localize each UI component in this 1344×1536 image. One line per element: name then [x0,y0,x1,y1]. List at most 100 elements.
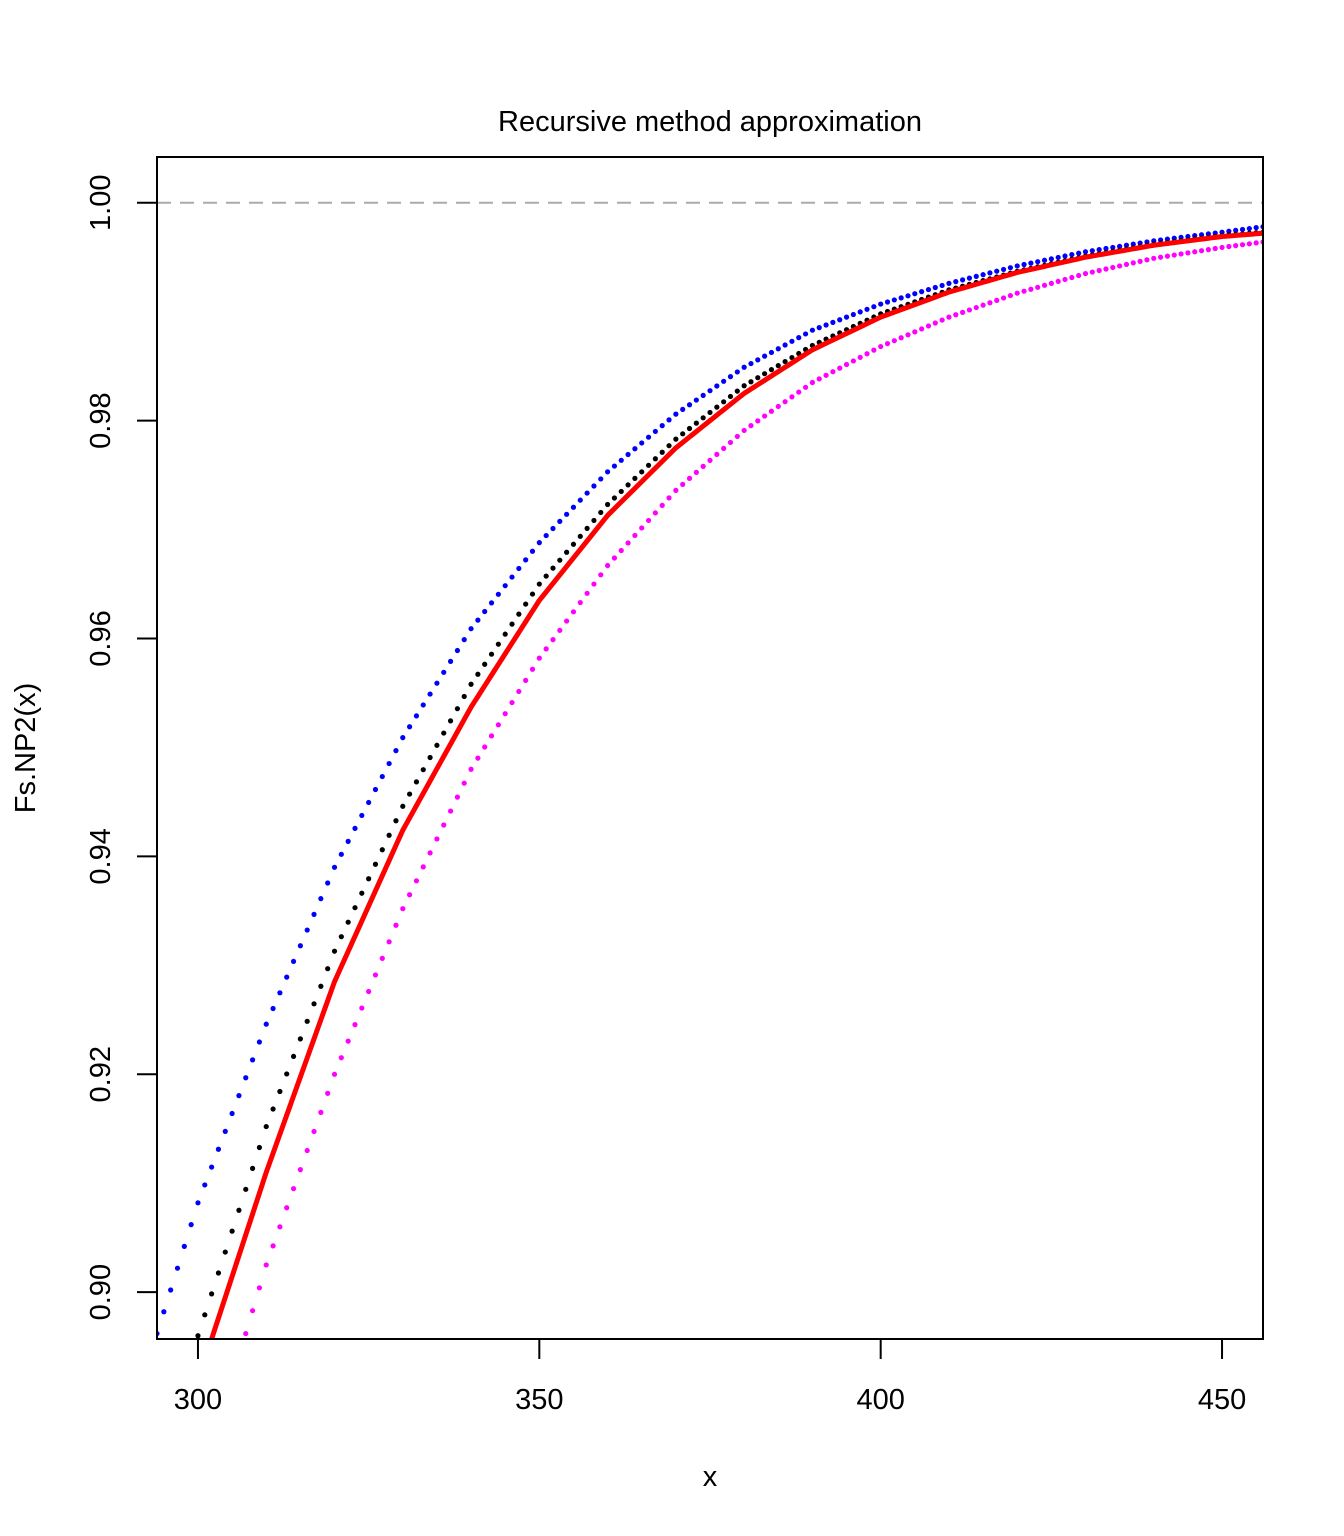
series-0-point [953,279,959,285]
series-0-point [693,397,699,403]
series-0-point [762,353,768,359]
series-0-point [598,476,604,482]
series-3-point [960,309,966,315]
series-0-point [721,378,727,384]
series-3-point [407,892,413,898]
series-0-point [1041,257,1048,263]
series-0-point [1246,225,1252,232]
series-3-point [482,744,488,750]
series-3-point [652,510,658,516]
series-1-point [270,1106,276,1112]
series-0-point [591,483,597,489]
series-1-point [209,1291,215,1297]
series-1-point [577,533,583,539]
series-3-point [980,302,986,308]
series-1-point [495,641,501,647]
series-0-point [960,277,966,283]
series-0-point [946,280,952,286]
series-1-point [741,383,747,389]
series-3-point [857,354,863,360]
series-0-point [912,291,918,297]
series-1-point [304,1018,310,1024]
series-1-point [700,415,706,421]
series-1-point [604,501,611,508]
series-1-point [482,661,488,667]
series-1-point [584,525,590,531]
series-0-point [823,322,829,328]
series-3-point [748,423,754,429]
series-3-point [768,408,775,414]
series-3-point [734,433,740,440]
series-0-point [509,574,515,580]
series-3-point [400,906,406,912]
y-tick-label: 0.94 [85,828,117,884]
series-3-point [1198,248,1205,254]
series-3-point [659,502,665,508]
series-3-point [1246,241,1252,247]
series-0-point [536,540,542,546]
series-3-point [912,329,918,335]
series-3-point [1000,295,1007,301]
series-3-point [1069,274,1075,281]
series-0-point [700,392,706,398]
series-0-point [768,349,775,356]
series-0-point [236,1093,242,1099]
series-0-point [529,548,536,554]
series-0-point [987,270,993,276]
series-1-point [229,1228,235,1234]
series-1-point [379,847,385,853]
series-0-point [557,518,563,525]
series-1-point [434,742,440,748]
series-1-point [325,966,331,972]
series-1-point [550,565,556,571]
series-3-point [721,445,727,452]
series-3-point [461,780,467,786]
series-1-point [686,425,693,432]
series-1-point [734,388,740,394]
series-0-point [338,851,344,857]
y-tick-label: 0.96 [85,610,117,666]
series-1-point [236,1207,242,1213]
series-3-point [727,439,734,446]
series-0-point [1226,228,1232,234]
series-0-point [680,406,686,413]
series-1-point [393,818,399,824]
series-0-point [502,583,508,589]
series-1-point [359,890,365,896]
series-3-point [994,297,1000,303]
series-3-point [379,955,385,961]
series-0-point [707,388,713,394]
series-0-point [782,342,788,348]
series-0-point [209,1164,215,1170]
series-0-point [1096,247,1102,253]
series-0-point [775,346,781,352]
series-1-point [632,475,638,481]
series-0-point [632,446,638,452]
series-0-point [939,282,945,289]
series-3-point [441,822,447,828]
series-3-point [796,389,802,395]
series-0-point [645,434,652,440]
series-0-point [611,463,618,469]
series-1-point [297,1036,303,1042]
series-0-point [755,357,761,363]
series-0-point [161,1309,167,1315]
series-0-point [475,617,481,623]
series-3-point [1239,242,1246,248]
series-1-point [591,517,597,524]
series-0-point [994,268,1000,274]
series-3-point [297,1167,303,1173]
series-0-point [1007,265,1014,271]
series-0-point [495,591,501,597]
series-1-point [318,983,324,989]
series-0-point [741,364,747,370]
series-3-point [1007,292,1014,299]
series-1-point [345,919,351,925]
series-0-point [256,1039,263,1045]
series-3-point [884,341,891,347]
series-3-point [550,637,556,643]
series-3-point [700,463,706,469]
series-1-point [352,905,358,911]
series-0-point [1014,263,1020,269]
